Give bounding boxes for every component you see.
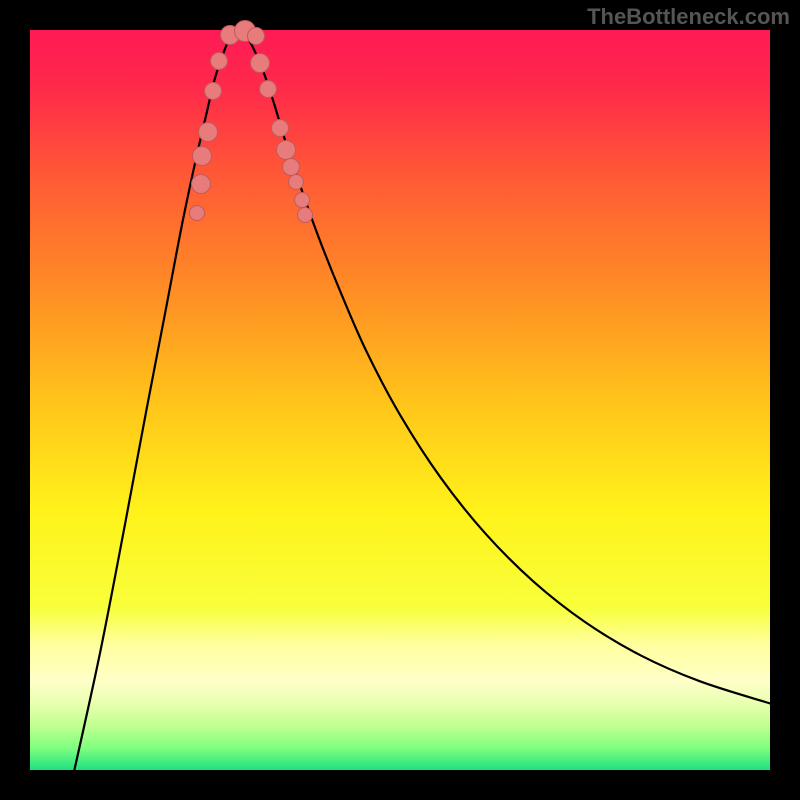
marker-dot bbox=[192, 146, 212, 166]
marker-dot bbox=[297, 207, 313, 223]
marker-dot bbox=[288, 174, 304, 190]
watermark-text: TheBottleneck.com bbox=[587, 4, 790, 30]
marker-dot bbox=[204, 82, 222, 100]
marker-dot bbox=[198, 122, 218, 142]
marker-dot bbox=[210, 52, 228, 70]
marker-dot bbox=[259, 80, 277, 98]
marker-dot bbox=[189, 205, 205, 221]
marker-dot bbox=[271, 119, 289, 137]
marker-dot bbox=[191, 174, 211, 194]
canvas-root: TheBottleneck.com bbox=[0, 0, 800, 800]
plot-area bbox=[30, 30, 770, 770]
markers-layer bbox=[30, 30, 770, 770]
marker-dot bbox=[294, 192, 310, 208]
marker-dot bbox=[247, 27, 265, 45]
marker-dot bbox=[276, 140, 296, 160]
marker-dot bbox=[250, 53, 270, 73]
